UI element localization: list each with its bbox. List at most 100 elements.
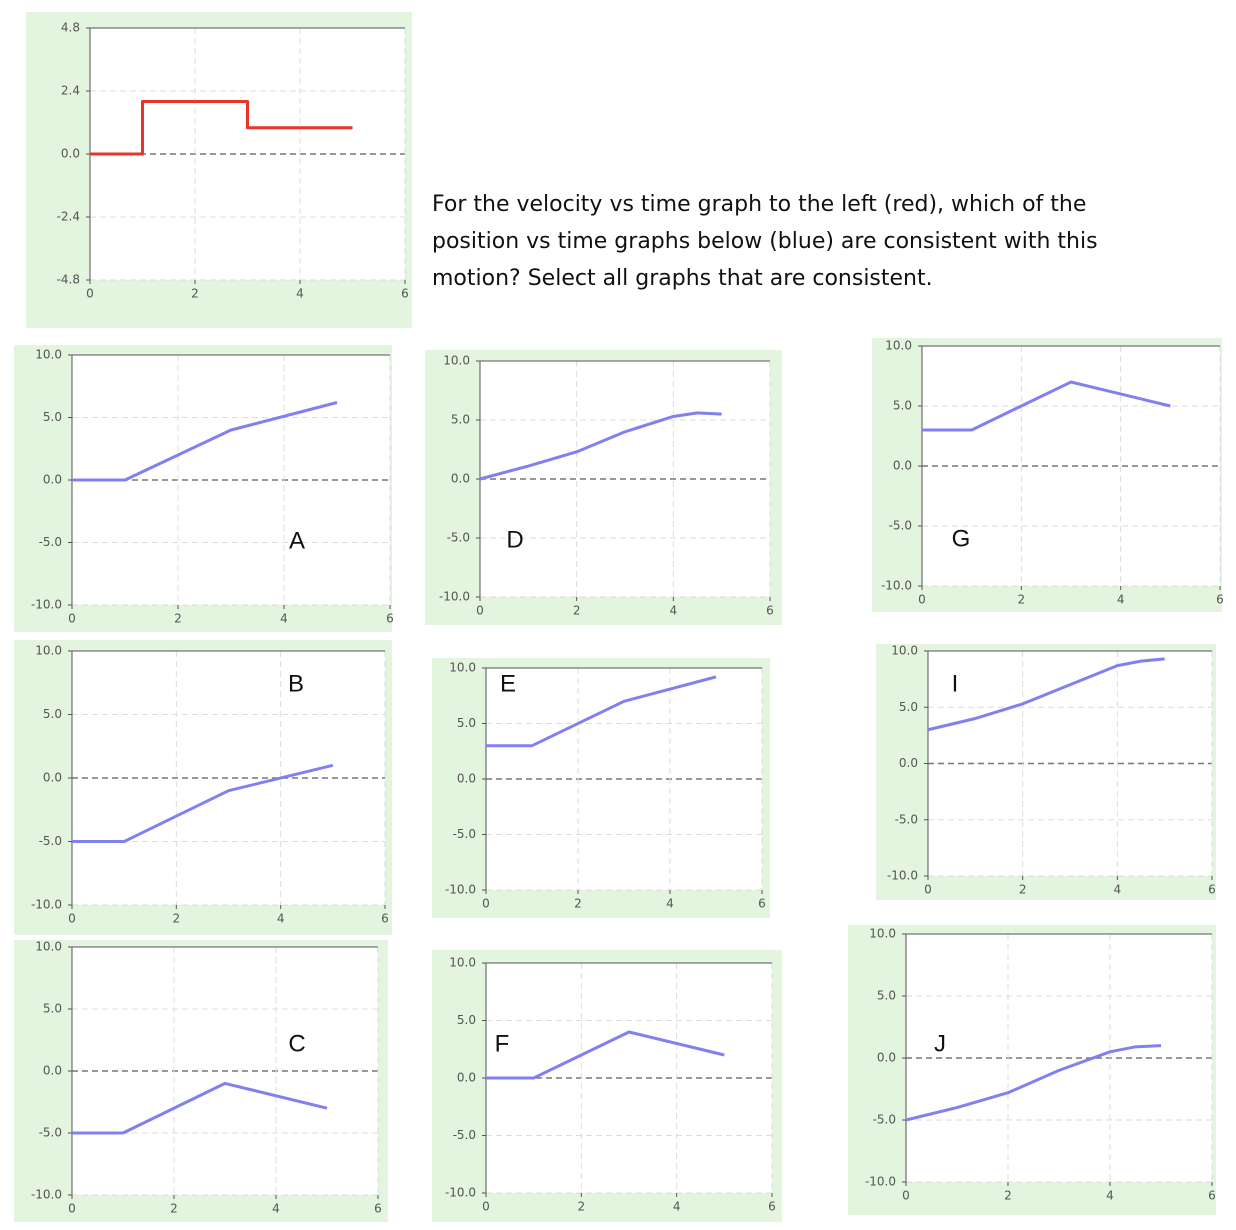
x-tick-label: 6 bbox=[1216, 593, 1224, 607]
y-tick-label: -4.8 bbox=[57, 273, 80, 287]
graph-label: E bbox=[500, 670, 516, 697]
y-tick-label: 4.8 bbox=[61, 21, 80, 35]
y-tick-label: 5.0 bbox=[457, 716, 476, 730]
x-tick-label: 2 bbox=[573, 604, 581, 618]
y-tick-label: 10.0 bbox=[449, 956, 476, 970]
y-tick-label: 10.0 bbox=[869, 927, 896, 941]
x-tick-label: 0 bbox=[68, 612, 76, 626]
y-tick-label: 5.0 bbox=[893, 399, 912, 413]
y-tick-label: -5.0 bbox=[873, 1113, 896, 1127]
y-tick-label: -5.0 bbox=[39, 834, 62, 848]
y-tick-label: 10.0 bbox=[891, 644, 918, 658]
graph-label: I bbox=[952, 670, 959, 697]
x-tick-label: 4 bbox=[673, 1200, 681, 1214]
y-tick-label: 5.0 bbox=[899, 700, 918, 714]
x-tick-label: 4 bbox=[1114, 883, 1122, 897]
y-tick-label: -5.0 bbox=[889, 519, 912, 533]
y-tick-label: 5.0 bbox=[877, 989, 896, 1003]
y-tick-label: 5.0 bbox=[457, 1013, 476, 1027]
y-tick-label: -5.0 bbox=[39, 535, 62, 549]
y-tick-label: -2.4 bbox=[57, 210, 80, 224]
y-tick-label: 0.0 bbox=[893, 459, 912, 473]
data-line bbox=[927, 657, 1165, 732]
x-tick-label: 6 bbox=[374, 1202, 382, 1216]
x-tick-label: 6 bbox=[401, 287, 409, 301]
question: For the velocity vs time graph to the le… bbox=[432, 192, 1098, 291]
x-tick-label: 4 bbox=[1117, 593, 1125, 607]
x-tick-label: 4 bbox=[670, 604, 678, 618]
x-tick-label: 4 bbox=[272, 1202, 280, 1216]
x-tick-label: 2 bbox=[1018, 593, 1026, 607]
y-tick-label: -10.0 bbox=[445, 883, 476, 897]
graph-label: A bbox=[289, 527, 305, 554]
y-tick-label: 0.0 bbox=[43, 1064, 62, 1078]
x-tick-label: 6 bbox=[768, 1200, 776, 1214]
y-tick-label: -10.0 bbox=[887, 869, 918, 883]
x-tick-label: 4 bbox=[277, 912, 285, 926]
graph-label: F bbox=[495, 1030, 510, 1057]
graph-label: G bbox=[952, 525, 971, 552]
x-tick-label: 4 bbox=[296, 287, 304, 301]
y-tick-label: 0.0 bbox=[451, 472, 470, 486]
x-tick-label: 2 bbox=[574, 897, 582, 911]
x-tick-label: 2 bbox=[578, 1200, 586, 1214]
y-tick-label: -10.0 bbox=[31, 1188, 62, 1202]
y-tick-label: 0.0 bbox=[61, 147, 80, 161]
y-tick-label: 2.4 bbox=[61, 84, 80, 98]
x-tick-label: 6 bbox=[381, 912, 389, 926]
y-tick-label: -5.0 bbox=[39, 1126, 62, 1140]
y-tick-label: 5.0 bbox=[451, 413, 470, 427]
data-line bbox=[479, 411, 722, 481]
y-tick-label: -10.0 bbox=[445, 1186, 476, 1200]
graph-label: J bbox=[934, 1030, 946, 1057]
x-tick-label: 0 bbox=[68, 912, 76, 926]
y-tick-label: 10.0 bbox=[449, 661, 476, 675]
y-tick-label: 0.0 bbox=[43, 771, 62, 785]
y-tick-label: 5.0 bbox=[43, 707, 62, 721]
data-line bbox=[72, 763, 334, 843]
x-tick-label: 6 bbox=[766, 604, 774, 618]
data-line bbox=[72, 401, 338, 482]
y-tick-label: 0.0 bbox=[877, 1051, 896, 1065]
x-tick-label: 6 bbox=[1208, 1189, 1216, 1203]
x-tick-label: 2 bbox=[173, 912, 181, 926]
graph-label: B bbox=[288, 670, 304, 697]
y-tick-label: 10.0 bbox=[443, 354, 470, 368]
y-tick-label: 10.0 bbox=[885, 339, 912, 353]
x-tick-label: 0 bbox=[482, 1200, 490, 1214]
y-tick-label: -10.0 bbox=[31, 898, 62, 912]
x-tick-label: 2 bbox=[191, 287, 199, 301]
y-tick-label: 0.0 bbox=[457, 1071, 476, 1085]
x-tick-label: 2 bbox=[1019, 883, 1027, 897]
x-tick-label: 2 bbox=[174, 612, 182, 626]
x-tick-label: 0 bbox=[924, 883, 932, 897]
x-tick-label: 0 bbox=[476, 604, 484, 618]
y-tick-label: 10.0 bbox=[35, 940, 62, 954]
y-tick-label: -5.0 bbox=[895, 812, 918, 826]
y-tick-label: -10.0 bbox=[865, 1175, 896, 1189]
data-line bbox=[72, 1081, 328, 1135]
y-tick-label: -10.0 bbox=[31, 598, 62, 612]
x-tick-label: 2 bbox=[1004, 1189, 1012, 1203]
y-tick-label: 0.0 bbox=[457, 772, 476, 786]
data-line bbox=[90, 100, 353, 156]
data-line bbox=[922, 380, 1171, 432]
y-tick-label: -5.0 bbox=[447, 531, 470, 545]
data-line bbox=[486, 1030, 725, 1080]
plot-area bbox=[922, 346, 1220, 586]
data-line bbox=[905, 1044, 1162, 1122]
x-tick-label: 4 bbox=[1106, 1189, 1114, 1203]
graph-label: D bbox=[506, 526, 523, 553]
x-tick-label: 0 bbox=[68, 1202, 76, 1216]
x-tick-label: 4 bbox=[280, 612, 288, 626]
y-tick-label: 10.0 bbox=[35, 348, 62, 362]
y-tick-label: 5.0 bbox=[43, 410, 62, 424]
y-tick-label: -5.0 bbox=[453, 1128, 476, 1142]
y-tick-label: 5.0 bbox=[43, 1002, 62, 1016]
x-tick-label: 6 bbox=[758, 897, 766, 911]
y-tick-label: 10.0 bbox=[35, 644, 62, 658]
x-tick-label: 6 bbox=[1208, 883, 1216, 897]
x-tick-label: 2 bbox=[170, 1202, 178, 1216]
